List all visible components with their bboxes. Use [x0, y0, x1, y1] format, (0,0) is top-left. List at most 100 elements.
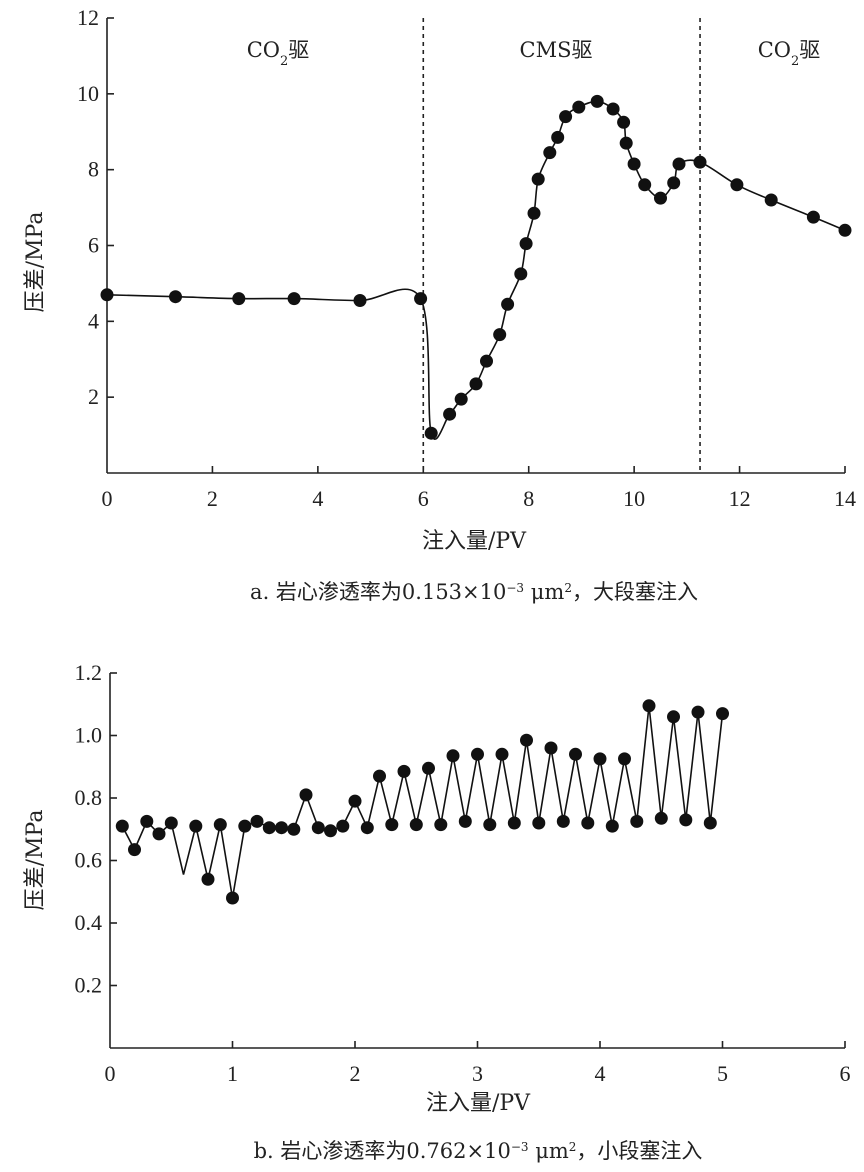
data-point: [287, 292, 301, 306]
chart-a-y-label: 压差/MPa: [23, 212, 48, 313]
data-point: [115, 819, 129, 833]
data-point: [414, 292, 428, 306]
x-tick-label: 5: [717, 1061, 728, 1086]
y-tick-label: 8: [88, 157, 99, 182]
data-point: [590, 94, 604, 108]
x-tick-label: 14: [834, 486, 856, 511]
x-tick-label: 2: [350, 1061, 361, 1086]
chart-a-axes: [106, 18, 845, 474]
data-point: [189, 819, 203, 833]
chart-b-data-points: [115, 699, 729, 905]
data-point: [691, 705, 705, 719]
data-point: [654, 811, 668, 825]
data-point: [495, 747, 509, 761]
data-point: [493, 328, 507, 342]
data-point: [532, 816, 546, 830]
chart-a-caption: a. 岩心渗透率为0.153×10−3 μm2，大段塞注入: [250, 580, 698, 604]
data-point: [543, 146, 557, 160]
chart-a: 0 2 4 6 8 10 12 14 2 4 6 8 10 12 CO2驱 CMS驱 CO2驱 注入量/…: [23, 5, 856, 604]
data-point: [569, 747, 582, 761]
data-point: [501, 297, 515, 311]
data-point: [679, 813, 693, 827]
data-point: [226, 891, 239, 905]
data-point: [642, 699, 656, 713]
data-point: [250, 814, 264, 828]
y-tick-label: 6: [88, 233, 99, 258]
data-point: [140, 814, 154, 828]
data-point: [514, 267, 528, 281]
data-point: [232, 292, 246, 306]
data-point: [544, 741, 558, 755]
data-point: [667, 176, 681, 190]
x-tick-label: 4: [312, 486, 323, 511]
series-line: [121, 705, 724, 899]
data-point: [275, 821, 288, 835]
data-point: [693, 155, 707, 169]
x-tick-label: 0: [105, 1061, 116, 1086]
data-point: [581, 816, 595, 830]
data-point: [520, 733, 533, 747]
y-tick-label: 12: [77, 5, 99, 30]
data-point: [638, 178, 652, 192]
y-tick-label: 0.4: [75, 910, 103, 935]
chart-b-y-ticks: 0.2 0.4 0.6 0.8 1.0 1.2: [75, 660, 117, 998]
y-tick-label: 1.0: [75, 723, 103, 748]
data-point: [519, 237, 533, 251]
data-point: [551, 130, 565, 144]
region-label-cms: CMS驱: [520, 38, 593, 62]
x-tick-label: 8: [523, 486, 534, 511]
x-tick-label: 10: [623, 486, 645, 511]
data-point: [531, 172, 545, 186]
data-point: [667, 710, 680, 724]
x-tick-label: 12: [729, 486, 751, 511]
chart-b-y-label: 压差/MPa: [23, 810, 48, 911]
data-point: [471, 747, 484, 761]
y-tick-label: 0.2: [75, 973, 103, 998]
data-point: [373, 769, 386, 783]
y-tick-label: 0.6: [75, 848, 103, 873]
chart-b-x-ticks: 0 1 2 3 4 5 6: [105, 1041, 851, 1086]
chart-a-phase-labels: CO2驱 CMS驱 CO2驱: [247, 38, 821, 69]
data-point: [654, 191, 667, 205]
region-label-co2-second: CO2驱: [758, 38, 821, 69]
data-point: [559, 110, 573, 124]
data-point: [336, 819, 350, 833]
data-point: [605, 819, 619, 833]
data-point: [593, 752, 607, 766]
data-point: [434, 818, 448, 832]
y-tick-label: 4: [88, 308, 99, 333]
y-tick-label: 10: [77, 81, 99, 106]
chart-b-x-label: 注入量/PV: [426, 1091, 531, 1116]
chart-b-series-line: [121, 705, 724, 899]
data-point: [469, 377, 483, 391]
data-point: [299, 788, 313, 802]
data-point: [164, 816, 178, 830]
x-tick-label: 4: [595, 1061, 606, 1086]
data-point: [618, 752, 631, 766]
data-point: [527, 206, 541, 220]
x-tick-label: 1: [227, 1061, 238, 1086]
x-tick-label: 2: [207, 486, 218, 511]
data-point: [100, 288, 114, 302]
chart-b: 0 1 2 3 4 5 6 0.2 0.4 0.6 0.8 1.0 1.2 注入量/PV 压差/MPa…: [23, 660, 851, 1163]
chart-a-x-label: 注入量/PV: [422, 529, 527, 554]
data-point: [353, 294, 367, 307]
y-tick-label: 2: [88, 384, 99, 409]
data-point: [424, 426, 438, 440]
data-point: [716, 707, 729, 721]
data-point: [703, 816, 717, 830]
chart-a-phase-dividers: [422, 18, 701, 473]
y-tick-label: 0.8: [75, 785, 103, 810]
chart-a-y-ticks: 2 4 6 8 10 12: [77, 5, 114, 409]
data-point: [443, 407, 457, 421]
data-point: [385, 818, 399, 832]
data-point: [311, 821, 325, 835]
x-tick-label: 0: [102, 486, 113, 511]
data-point: [287, 822, 301, 836]
data-point: [169, 290, 182, 304]
data-point: [238, 819, 252, 833]
data-point: [483, 818, 497, 832]
data-point: [630, 814, 644, 828]
chart-b-axes: [109, 673, 845, 1049]
chart-a-x-ticks: 0 2 4 6 8 10 12 14: [102, 466, 856, 511]
